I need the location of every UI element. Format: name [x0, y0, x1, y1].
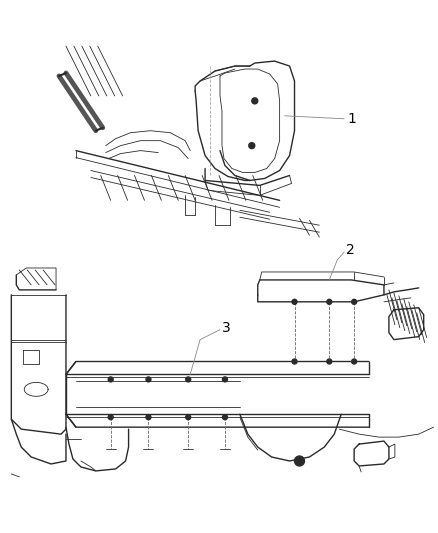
Circle shape — [223, 415, 227, 419]
Circle shape — [146, 415, 151, 419]
Circle shape — [352, 300, 357, 304]
Circle shape — [223, 377, 227, 382]
Circle shape — [146, 377, 151, 382]
Text: 1: 1 — [347, 112, 356, 126]
Circle shape — [108, 377, 113, 382]
Text: 3: 3 — [222, 321, 231, 335]
Circle shape — [327, 300, 332, 304]
Circle shape — [186, 377, 191, 382]
Circle shape — [294, 456, 304, 466]
Circle shape — [327, 359, 332, 364]
Circle shape — [297, 459, 301, 463]
Circle shape — [186, 415, 191, 419]
Circle shape — [249, 143, 255, 149]
Circle shape — [352, 359, 357, 364]
Text: 2: 2 — [346, 243, 355, 257]
Circle shape — [292, 359, 297, 364]
Circle shape — [292, 300, 297, 304]
Circle shape — [252, 98, 258, 104]
Circle shape — [108, 415, 113, 419]
